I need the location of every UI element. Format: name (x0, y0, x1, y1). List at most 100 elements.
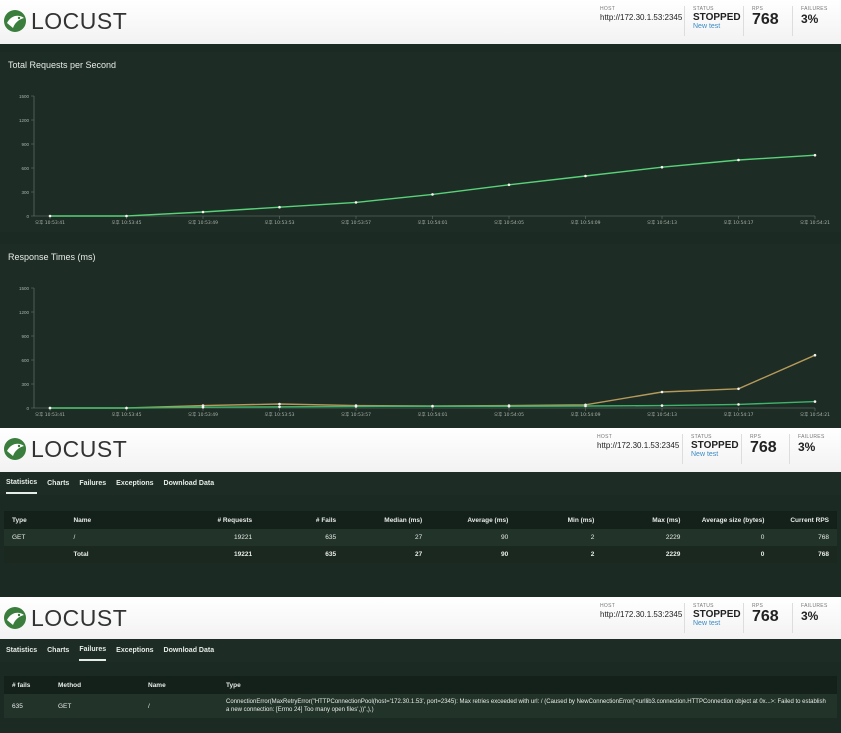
y-tick-label: 600 (21, 166, 29, 171)
tabs-bar: Statistics Charts Failures Exceptions Do… (0, 639, 841, 662)
data-point (278, 205, 281, 209)
failures-info: FAILURES 3% (801, 6, 828, 26)
host-info: HOST http://172.30.1.53:2345 (600, 6, 683, 22)
y-tick-label: 1500 (19, 94, 30, 99)
failure-type: ConnectionError(MaxRetryError("HTTPConne… (218, 694, 837, 718)
table-row: GET / 19221 635 27 90 2 2229 0 768 (4, 529, 837, 546)
logo[interactable]: LOCUST (3, 605, 127, 631)
host-info: HOST http://172.30.1.53:2345 (597, 434, 680, 450)
header: LOCUST HOST http://172.30.1.53:2345 STAT… (0, 0, 841, 44)
logo-text: LOCUST (31, 435, 128, 462)
x-tick-label: 오후 10:54:21 (800, 220, 830, 226)
locust-logo-icon (4, 10, 26, 32)
x-tick-label: 오후 10:53:53 (265, 412, 295, 418)
response-time-chart: 1500 1200 900 600 300 0 오후 10:53:41 오후 10:53:45… (19, 286, 830, 418)
tab-charts[interactable]: Charts (47, 647, 70, 654)
data-point (584, 174, 587, 178)
locust-logo-icon (4, 438, 26, 460)
charts-area: Total Requests per Second 1500 1200 900 600… (0, 44, 841, 428)
tab-failures[interactable]: Failures (79, 640, 107, 661)
logo-text: LOCUST (31, 604, 128, 631)
failures-table: # fails Method Name Type 635 GET / Conne… (4, 676, 837, 718)
failures-info: FAILURES 3% (798, 434, 825, 454)
data-point (737, 403, 740, 406)
logo[interactable]: LOCUST (3, 8, 127, 34)
data-point (354, 201, 358, 204)
data-point (813, 400, 817, 403)
x-tick-label: 오후 10:54:09 (571, 412, 601, 418)
new-test-link[interactable]: New test (691, 451, 719, 458)
data-point (201, 405, 205, 409)
rps-chart: 1500 1200 900 600 300 0 오후 10:53:41 오후 10:53:45… (19, 94, 830, 226)
x-tick-label: 오후 10:54:05 (494, 412, 524, 418)
rps-info: RPS 768 (752, 6, 779, 28)
x-tick-label: 오후 10:53:49 (188, 220, 218, 226)
header: LOCUST HOST http://172.30.1.53:2345 STAT… (0, 428, 841, 472)
tab-download-data[interactable]: Download Data (163, 647, 215, 654)
x-tick-label: 오후 10:54:21 (800, 412, 830, 418)
tab-exceptions[interactable]: Exceptions (116, 647, 154, 654)
tab-statistics[interactable]: Statistics (6, 647, 38, 654)
y-tick-label: 1500 (19, 286, 30, 291)
data-point (125, 406, 128, 410)
tab-charts[interactable]: Charts (47, 480, 70, 487)
status-info: STATUS STOPPED New test (693, 603, 741, 627)
data-point (431, 404, 434, 408)
x-tick-label: 오후 10:53:41 (35, 412, 65, 418)
y-tick-label: 0 (26, 406, 29, 411)
statistics-table: Type Name # Requests # Fails Median (ms)… (4, 511, 837, 563)
y-tick-label: 1200 (19, 118, 30, 123)
failures-value: 3% (801, 12, 819, 26)
x-tick-label: 오후 10:53:41 (35, 220, 65, 226)
x-tick-label: 오후 10:53:57 (341, 220, 371, 226)
x-tick-label: 오후 10:53:53 (265, 220, 295, 226)
statistics-panel: Type Name # Requests # Fails Median (ms)… (0, 495, 841, 597)
x-tick-label: 오후 10:53:45 (112, 412, 142, 418)
new-test-link[interactable]: New test (693, 620, 721, 627)
rps-info: RPS 768 (752, 603, 779, 625)
x-tick-label: 오후 10:54:13 (647, 412, 677, 418)
status-value: STOPPED (693, 12, 741, 23)
data-point (354, 405, 358, 408)
x-tick-label: 오후 10:54:01 (418, 220, 448, 226)
y-tick-label: 300 (21, 190, 29, 195)
response-chart-panel: Response Times (ms) 1500 1200 900 600 300 0 오후… (0, 244, 841, 428)
tab-download-data[interactable]: Download Data (163, 480, 215, 487)
table-row: 635 GET / ConnectionError(MaxRetryError(… (4, 694, 837, 718)
failures-info: FAILURES 3% (801, 603, 828, 623)
rps-chart-panel: Total Requests per Second 1500 1200 900 600… (0, 52, 841, 232)
new-test-link[interactable]: New test (693, 23, 721, 30)
y-tick-label: 1200 (19, 310, 30, 315)
logo[interactable]: LOCUST (3, 436, 127, 462)
data-point (507, 404, 511, 408)
series-line (50, 154, 816, 217)
status-info: STATUS STOPPED New test (691, 434, 739, 458)
rps-info: RPS 768 (750, 434, 777, 456)
data-point (278, 405, 281, 409)
tab-exceptions[interactable]: Exceptions (116, 480, 154, 487)
x-tick-label: 오후 10:54:09 (571, 220, 601, 226)
y-tick-label: 600 (21, 358, 29, 363)
data-point (431, 193, 434, 196)
x-tick-label: 오후 10:54:17 (724, 220, 754, 226)
data-point (584, 404, 587, 408)
x-tick-label: 오후 10:54:13 (647, 220, 677, 226)
x-tick-label: 오후 10:53:49 (188, 412, 218, 418)
y-tick-label: 900 (21, 142, 29, 147)
y-tick-label: 300 (21, 382, 29, 387)
chart-title: Total Requests per Second (8, 60, 117, 70)
status-info: STATUS STOPPED New test (693, 6, 741, 30)
tab-failures[interactable]: Failures (79, 480, 107, 487)
host-info: HOST http://172.30.1.53:2345 (600, 603, 683, 619)
data-point (737, 158, 740, 162)
data-point (507, 183, 511, 187)
data-point (813, 153, 817, 157)
data-point (660, 404, 664, 407)
x-tick-label: 오후 10:54:17 (724, 412, 754, 418)
x-tick-label: 오후 10:53:57 (341, 412, 371, 418)
y-tick-label: 900 (21, 334, 29, 339)
data-point (660, 165, 664, 169)
rps-value: 768 (752, 11, 779, 28)
tab-statistics[interactable]: Statistics (6, 473, 38, 494)
data-point (737, 387, 740, 391)
